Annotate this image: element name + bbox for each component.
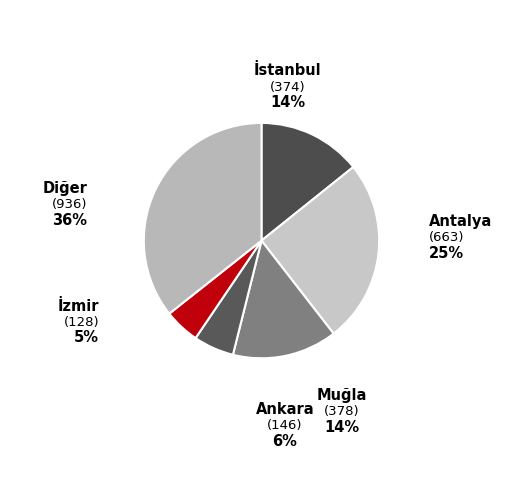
Text: (128): (128) <box>63 316 99 329</box>
Text: 5%: 5% <box>74 330 99 346</box>
Wedge shape <box>196 241 262 355</box>
Wedge shape <box>262 167 379 334</box>
Text: (378): (378) <box>324 405 359 418</box>
Wedge shape <box>262 123 354 241</box>
Text: 14%: 14% <box>324 420 359 435</box>
Text: Muğla: Muğla <box>316 388 367 403</box>
Text: 25%: 25% <box>429 246 464 261</box>
Wedge shape <box>233 241 334 358</box>
Wedge shape <box>169 241 262 338</box>
Text: (146): (146) <box>267 420 303 432</box>
Text: 36%: 36% <box>52 212 87 228</box>
Text: İstanbul: İstanbul <box>254 63 321 78</box>
Text: Ankara: Ankara <box>256 402 314 417</box>
Text: İzmir: İzmir <box>58 299 99 314</box>
Text: 14%: 14% <box>270 95 305 110</box>
Text: Diğer: Diğer <box>42 181 87 196</box>
Text: 6%: 6% <box>272 434 298 449</box>
Text: (663): (663) <box>429 231 464 244</box>
Text: (936): (936) <box>52 198 87 211</box>
Wedge shape <box>144 123 262 314</box>
Text: Antalya: Antalya <box>429 214 492 229</box>
Text: (374): (374) <box>269 80 305 94</box>
